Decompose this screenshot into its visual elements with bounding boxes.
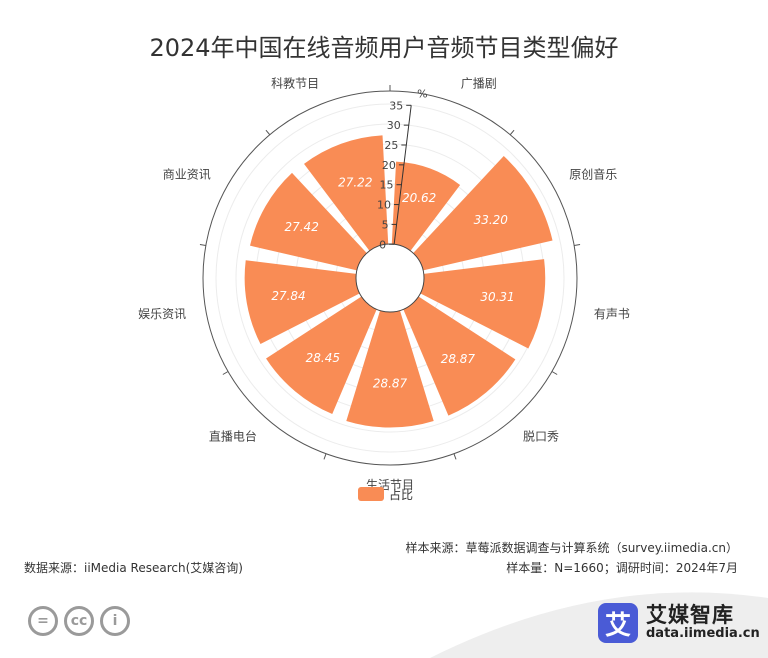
- radial-axis-unit: %: [417, 87, 427, 100]
- category-label: 娱乐资讯: [138, 307, 186, 321]
- data-label: 30.31: [480, 290, 514, 304]
- bar-直播电台: [266, 296, 377, 415]
- bar-科教节目: [304, 135, 389, 251]
- data-label: 28.45: [306, 351, 340, 365]
- radial-tick-label: 10: [377, 199, 391, 212]
- data-label: 27.84: [271, 289, 305, 303]
- angle-tick: [222, 371, 229, 375]
- sample-source: 样本来源：草莓派数据调查与计算系统（survey.iimedia.cn）: [405, 541, 738, 555]
- data-source: 数据来源：iiMedia Research(艾媒咨询): [24, 561, 243, 575]
- category-label: 科教节目: [271, 75, 319, 90]
- radial-tick-label: 20: [382, 159, 396, 172]
- person-icon: i: [100, 606, 130, 636]
- angle-tick: [574, 243, 581, 247]
- angle-tick: [453, 453, 457, 460]
- legend-swatch: [358, 487, 384, 501]
- data-label: 27.42: [284, 220, 318, 234]
- category-label: 原创音乐: [569, 167, 617, 182]
- category-label: 脱口秀: [523, 429, 559, 444]
- brand-name: 艾媒智库: [646, 603, 734, 628]
- polar-inner-circle: [355, 243, 425, 313]
- legend-label: 占比: [389, 487, 414, 502]
- radial-tick-label: 0: [379, 238, 386, 251]
- license-icons: = cc i: [28, 606, 130, 636]
- category-label: 商业资讯: [163, 167, 211, 182]
- bar-商业资讯: [250, 172, 367, 271]
- bar-广播剧: [391, 161, 461, 251]
- cc-icon: cc: [64, 606, 94, 636]
- radial-tick-label: 35: [389, 99, 403, 112]
- legend[interactable]: 占比: [358, 486, 413, 502]
- grid-ring: [215, 103, 565, 453]
- bar-有声书: [420, 259, 546, 349]
- bar-娱乐资讯: [244, 260, 360, 344]
- angle-tick: [265, 129, 271, 136]
- data-label: 27.22: [338, 176, 372, 190]
- category-label: 直播电台: [209, 429, 257, 444]
- data-label: 28.87: [441, 352, 476, 366]
- angle-tick: [509, 129, 515, 136]
- brand-url: data.iimedia.cn: [646, 626, 760, 642]
- radial-tick-label: 5: [382, 218, 389, 231]
- chart-title: 2024年中国在线音频用户音频节目类型偏好: [149, 34, 619, 62]
- bar-脱口秀: [403, 296, 516, 416]
- radial-tick-label: 15: [379, 179, 393, 192]
- angle-tick: [551, 371, 558, 375]
- category-label: 有声书: [594, 307, 630, 321]
- brand-logo: 艾: [598, 603, 638, 643]
- category-label: 广播剧: [461, 76, 497, 90]
- angle-tick: [323, 453, 327, 460]
- equals-icon: =: [28, 606, 58, 636]
- radial-tick-label: 30: [387, 119, 401, 132]
- data-label: 20.62: [402, 191, 436, 205]
- bar-生活节目: [346, 310, 434, 428]
- angle-tick: [199, 243, 206, 247]
- sample-info: 样本量：N=1660；调研时间：2024年7月: [506, 561, 738, 575]
- brand: 艾 艾媒智库 data.iimedia.cn: [598, 603, 760, 643]
- data-label: 28.87: [373, 377, 408, 391]
- radial-axis: [393, 105, 412, 245]
- radial-tick-label: 25: [384, 139, 398, 152]
- bar-原创音乐: [413, 156, 553, 271]
- data-label: 33.20: [474, 213, 509, 227]
